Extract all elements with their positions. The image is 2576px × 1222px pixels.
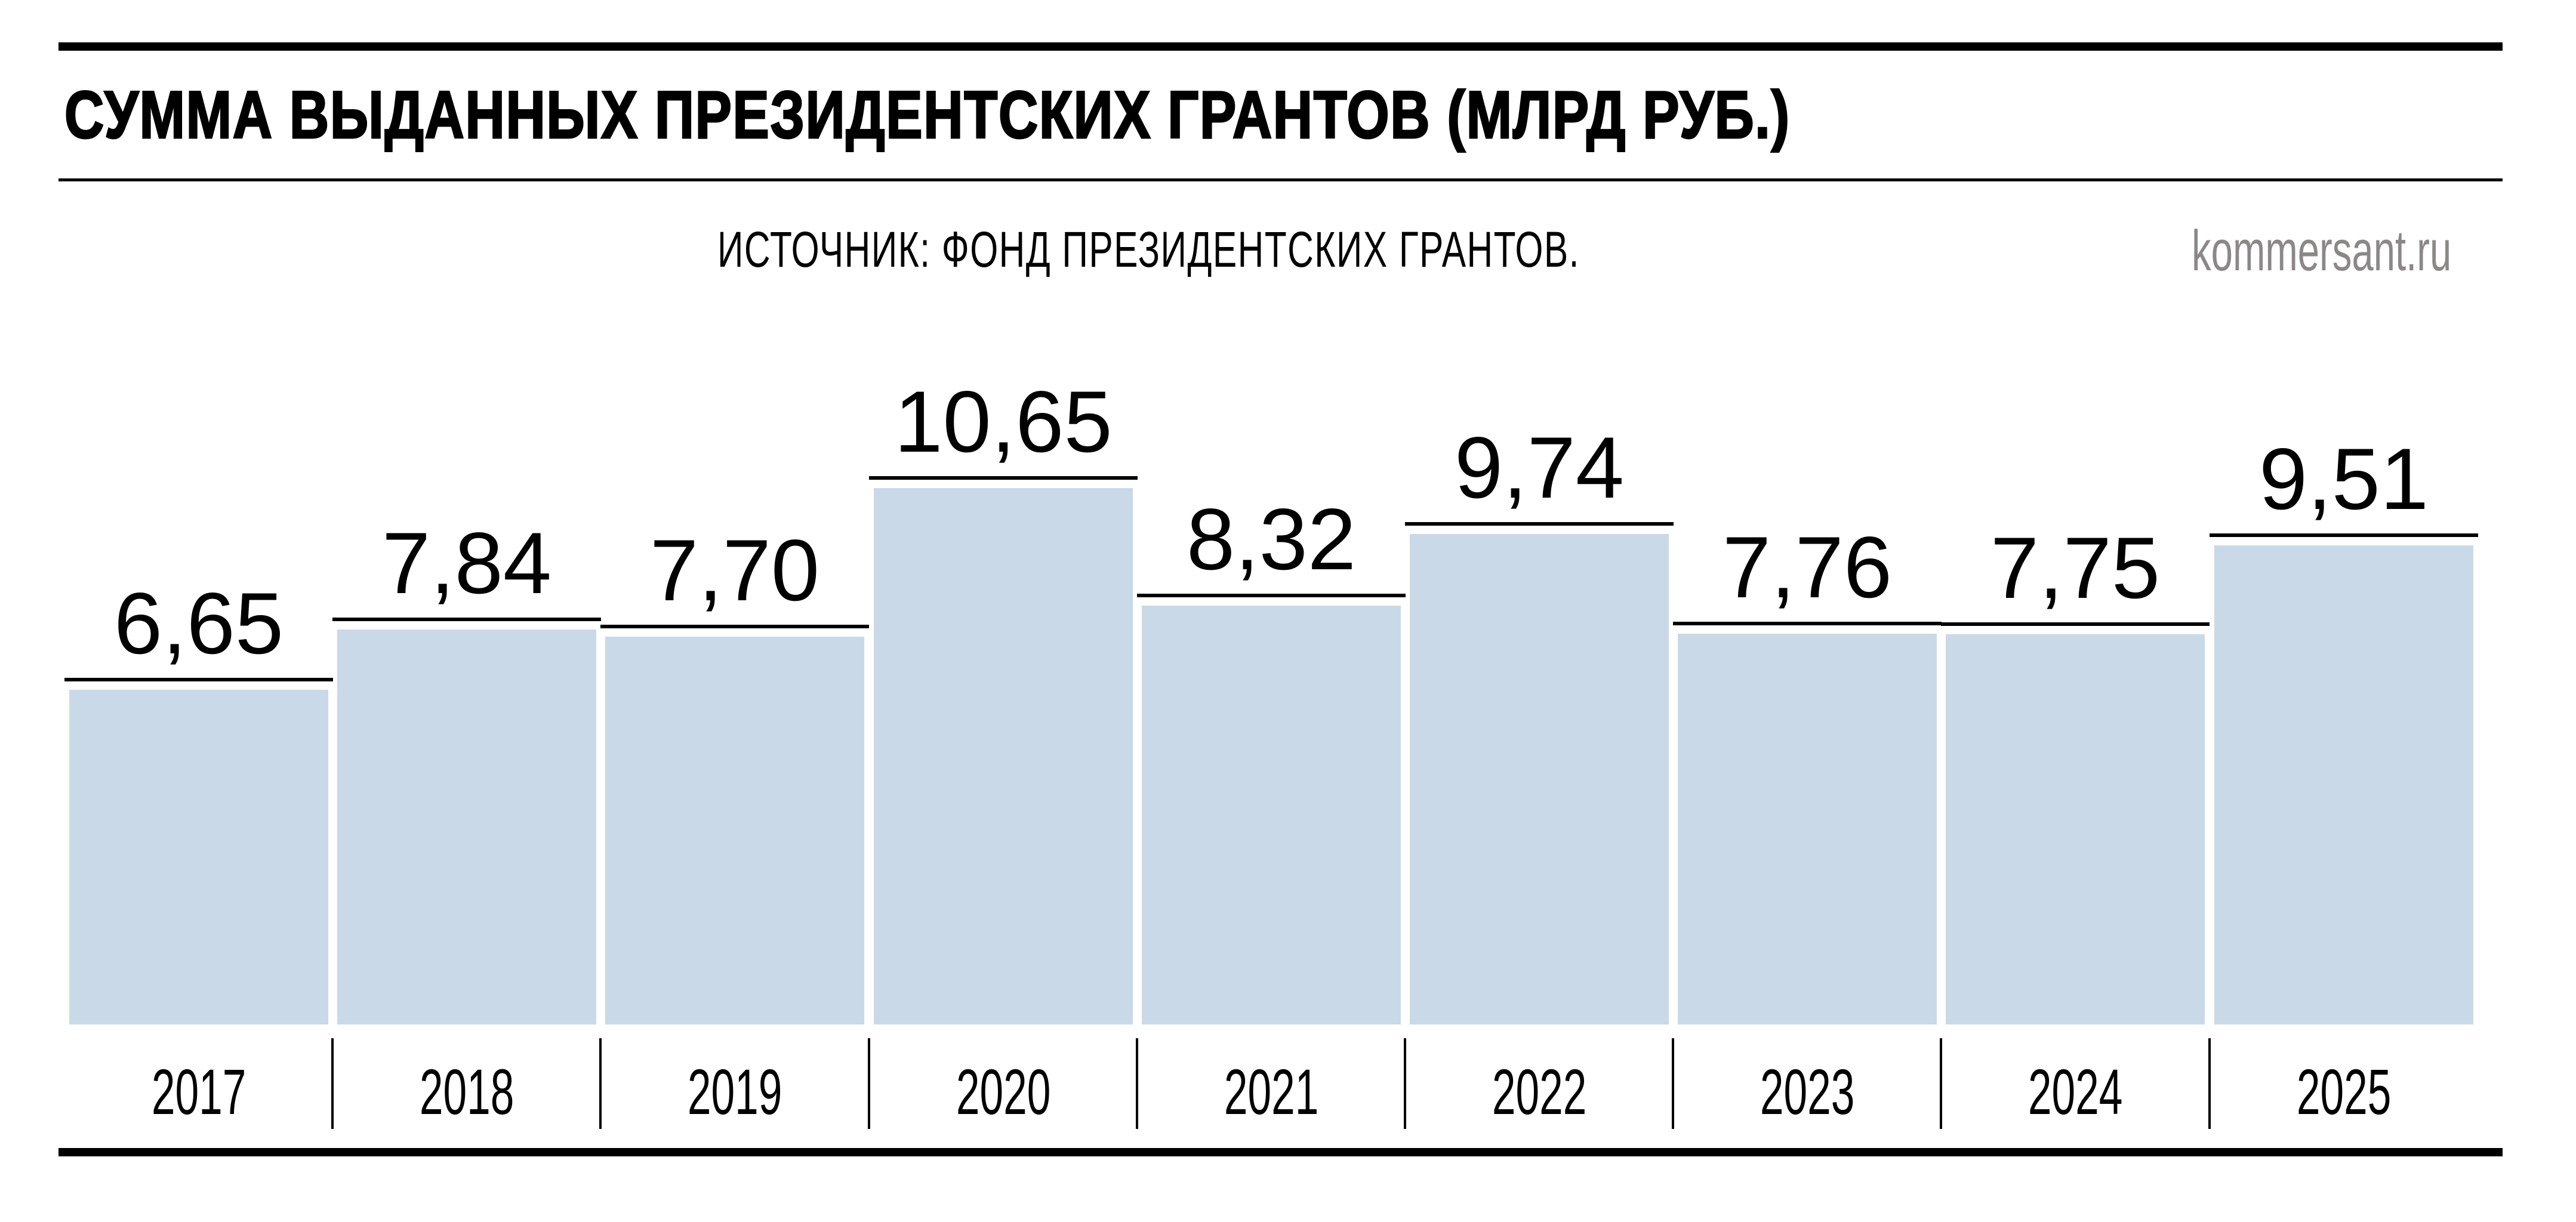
x-axis-label: 2025 [2296, 1056, 2392, 1128]
x-axis-label: 2017 [151, 1056, 246, 1128]
top-rule [58, 42, 2503, 51]
bar-2025 [2214, 545, 2473, 1024]
x-axis-label: 2020 [956, 1056, 1051, 1128]
bar-2022 [1410, 534, 1669, 1024]
bar-2020 [874, 488, 1133, 1024]
axis-divider [1940, 1038, 1942, 1129]
x-axis-label: 2021 [1224, 1056, 1319, 1128]
value-label: 10,65 [894, 373, 1113, 470]
axis-divider [599, 1038, 602, 1129]
bar-2021 [1142, 606, 1401, 1024]
bottom-rule [58, 1148, 2503, 1156]
value-underline [2210, 533, 2478, 537]
source-note: ИСТОЧНИК: ФОНД ПРЕЗИДЕНТСКИХ ГРАНТОВ. [717, 221, 1580, 277]
bar-2018 [337, 629, 596, 1024]
value-underline [332, 618, 601, 621]
bar-2024 [1946, 634, 2205, 1024]
x-axis-label: 2024 [2027, 1056, 2123, 1128]
value-label: 9,74 [1454, 419, 1625, 516]
axis-divider [868, 1038, 870, 1129]
value-label: 7,84 [381, 514, 552, 612]
axis-divider [1672, 1038, 1674, 1129]
x-axis-label: 2019 [687, 1056, 782, 1128]
title-rule [58, 178, 2503, 181]
x-axis-label: 2023 [1760, 1056, 1855, 1128]
value-underline [64, 678, 333, 681]
value-label: 7,76 [1722, 519, 1893, 616]
value-underline [1405, 522, 1674, 526]
value-label: 8,32 [1186, 490, 1357, 588]
brand-link[interactable]: kommersant.ru [2192, 219, 2452, 283]
x-axis-label: 2018 [419, 1056, 514, 1128]
value-underline [1941, 622, 2210, 626]
value-label: 7,70 [649, 521, 820, 619]
value-underline [869, 476, 1138, 480]
bar-2023 [1678, 634, 1937, 1024]
axis-divider [2208, 1038, 2211, 1129]
axis-divider [1136, 1038, 1138, 1129]
value-label: 9,51 [2258, 430, 2429, 527]
bar-2017 [69, 690, 328, 1024]
value-label: 7,75 [1990, 519, 2161, 616]
axis-divider [1404, 1038, 1406, 1129]
value-underline [600, 625, 869, 628]
value-underline [1673, 622, 1942, 625]
axis-divider [331, 1038, 334, 1129]
value-label: 6,65 [113, 575, 284, 672]
bar-2019 [605, 637, 864, 1024]
chart-title: СУММА ВЫДАННЫХ ПРЕЗИДЕНТСКИХ ГРАНТОВ (МЛ… [64, 77, 1791, 153]
x-axis-label: 2022 [1492, 1056, 1587, 1128]
value-underline [1137, 594, 1406, 597]
